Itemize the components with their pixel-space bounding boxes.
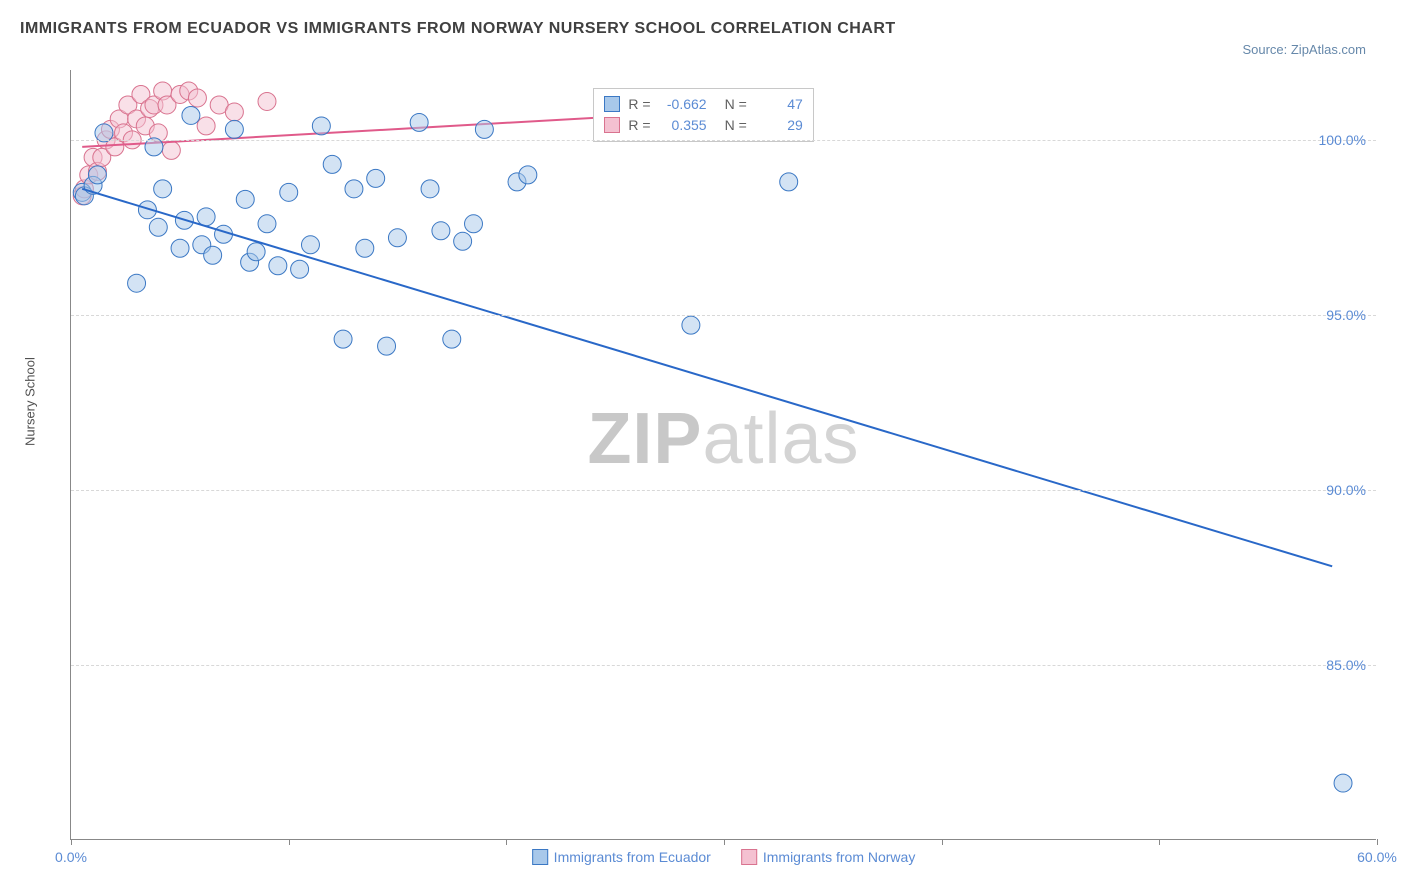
data-point: [269, 257, 287, 275]
plot-area: ZIPatlas R = -0.662 N = 47 R = 0.355 N =…: [70, 70, 1376, 840]
x-tick-label: 0.0%: [55, 849, 87, 865]
data-point: [225, 120, 243, 138]
data-point: [475, 120, 493, 138]
data-point: [291, 260, 309, 278]
data-point: [128, 274, 146, 292]
gridline: [71, 140, 1376, 141]
data-point: [367, 169, 385, 187]
data-point: [378, 337, 396, 355]
data-point: [204, 246, 222, 264]
data-point: [312, 117, 330, 135]
data-point: [465, 215, 483, 233]
x-tick: [724, 839, 725, 845]
data-point: [154, 180, 172, 198]
data-point: [410, 113, 428, 131]
chart-title: IMMIGRANTS FROM ECUADOR VS IMMIGRANTS FR…: [20, 20, 1386, 38]
data-point: [345, 180, 363, 198]
r-label: R =: [628, 94, 650, 115]
ecuador-n-value: 47: [755, 94, 803, 115]
data-point: [454, 232, 472, 250]
norway-n-value: 29: [755, 115, 803, 136]
source-name: ZipAtlas.com: [1291, 42, 1366, 57]
x-tick-label: 60.0%: [1357, 849, 1397, 865]
legend-item-norway: Immigrants from Norway: [741, 849, 915, 865]
data-point: [171, 239, 189, 257]
data-point: [188, 89, 206, 107]
data-point: [432, 222, 450, 240]
data-point: [258, 215, 276, 233]
ecuador-swatch-icon: [604, 96, 620, 112]
n-label: N =: [725, 94, 747, 115]
data-point: [356, 239, 374, 257]
data-point: [780, 173, 798, 191]
data-point: [225, 103, 243, 121]
ecuador-swatch-icon: [532, 849, 548, 865]
y-tick-label: 95.0%: [1326, 307, 1366, 323]
x-tick: [942, 839, 943, 845]
gridline: [71, 315, 1376, 316]
norway-swatch-icon: [604, 117, 620, 133]
x-tick: [1377, 839, 1378, 845]
data-point: [149, 218, 167, 236]
data-point: [247, 243, 265, 261]
gridline: [71, 490, 1376, 491]
y-axis-label: Nursery School: [23, 357, 38, 446]
x-tick: [289, 839, 290, 845]
source-prefix: Source:: [1242, 42, 1290, 57]
legend-row-norway: R = 0.355 N = 29: [604, 115, 802, 136]
data-point: [162, 141, 180, 159]
y-tick-label: 100.0%: [1319, 132, 1366, 148]
data-point: [682, 316, 700, 334]
n-label: N =: [725, 115, 747, 136]
data-point: [88, 166, 106, 184]
data-point: [323, 155, 341, 173]
legend-item-ecuador: Immigrants from Ecuador: [532, 849, 711, 865]
data-point: [388, 229, 406, 247]
data-point: [1334, 774, 1352, 792]
data-point: [421, 180, 439, 198]
data-point: [258, 92, 276, 110]
ecuador-label: Immigrants from Ecuador: [554, 849, 711, 865]
data-point: [197, 208, 215, 226]
y-tick-label: 85.0%: [1326, 657, 1366, 673]
data-point: [236, 190, 254, 208]
data-point: [519, 166, 537, 184]
x-tick: [506, 839, 507, 845]
y-tick-label: 90.0%: [1326, 482, 1366, 498]
data-point: [182, 106, 200, 124]
scatter-svg: [71, 70, 1376, 839]
norway-swatch-icon: [741, 849, 757, 865]
data-point: [280, 183, 298, 201]
trend-line: [82, 189, 1332, 567]
r-label: R =: [628, 115, 650, 136]
x-tick: [1159, 839, 1160, 845]
data-point: [301, 236, 319, 254]
correlation-legend-box: R = -0.662 N = 47 R = 0.355 N = 29: [593, 88, 813, 142]
data-point: [443, 330, 461, 348]
data-point: [197, 117, 215, 135]
norway-r-value: 0.355: [659, 115, 707, 136]
chart-container: IMMIGRANTS FROM ECUADOR VS IMMIGRANTS FR…: [20, 20, 1386, 872]
source-attribution: Source: ZipAtlas.com: [1242, 42, 1366, 57]
legend-row-ecuador: R = -0.662 N = 47: [604, 94, 802, 115]
series-legend: Immigrants from Ecuador Immigrants from …: [532, 849, 916, 865]
data-point: [334, 330, 352, 348]
x-tick: [71, 839, 72, 845]
norway-label: Immigrants from Norway: [763, 849, 915, 865]
ecuador-r-value: -0.662: [659, 94, 707, 115]
gridline: [71, 665, 1376, 666]
